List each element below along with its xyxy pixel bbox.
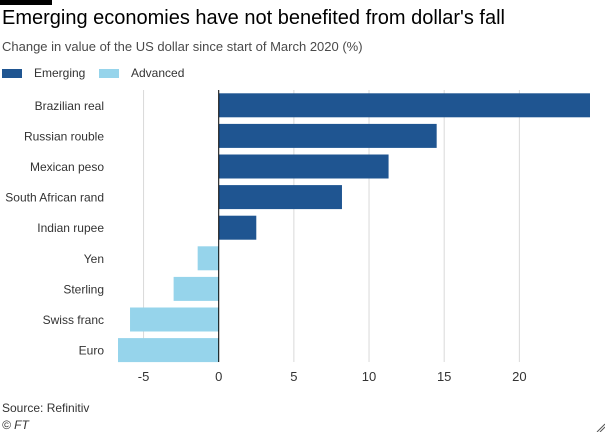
- category-label: Yen: [84, 252, 104, 266]
- bar-chart: Brazilian real Russian rouble Mexican peso…: [5, 90, 590, 384]
- chart-title: Emerging economies have not benefited fr…: [2, 7, 505, 29]
- category-label: Russian rouble: [24, 129, 104, 143]
- legend-swatch-advanced: [99, 68, 119, 78]
- legend-item-advanced: Advanced: [99, 66, 184, 80]
- category-label: Euro: [79, 344, 105, 358]
- corner-arrow-icon: [596, 423, 605, 432]
- bar-euro: [118, 338, 219, 363]
- category-label: Brazilian real: [35, 99, 104, 113]
- category-label-layer: Brazilian real Russian rouble Mexican peso…: [5, 99, 104, 358]
- bar-south-african-rand: [218, 185, 342, 210]
- tick-label-layer: -5 0 5 10 15 20: [138, 369, 527, 384]
- category-label: Indian rupee: [37, 221, 104, 235]
- bar-sterling: [173, 276, 219, 301]
- chart-subtitle: Change in value of the US dollar since s…: [2, 39, 363, 54]
- bar-mexican-peso: [218, 154, 389, 179]
- bar-layer: [118, 93, 590, 363]
- x-tick-label: 10: [362, 369, 376, 384]
- legend-label-emerging: Emerging: [34, 66, 86, 80]
- x-tick-label: 5: [290, 369, 297, 384]
- x-tick-label: 20: [512, 369, 526, 384]
- brand-bar: [0, 0, 52, 5]
- bar-indian-rupee: [218, 215, 257, 240]
- bar-russian-rouble: [218, 123, 437, 148]
- bar-yen: [197, 246, 219, 271]
- bar-swiss-franc: [130, 307, 219, 332]
- x-tick-label: -5: [138, 369, 150, 384]
- category-label: Sterling: [63, 282, 104, 296]
- category-label: Mexican peso: [30, 160, 104, 174]
- category-label: South African rand: [5, 191, 104, 205]
- x-tick-label: 0: [215, 369, 222, 384]
- legend-swatch-emerging: [2, 68, 22, 78]
- legend-item-emerging: Emerging: [2, 66, 85, 80]
- source-note: Source: Refinitiv: [2, 401, 90, 415]
- credit-note: © FT: [2, 418, 29, 432]
- legend-label-advanced: Advanced: [131, 66, 185, 80]
- x-tick-label: 15: [437, 369, 451, 384]
- category-label: Swiss franc: [43, 313, 104, 327]
- bar-brazilian-real: [218, 93, 590, 118]
